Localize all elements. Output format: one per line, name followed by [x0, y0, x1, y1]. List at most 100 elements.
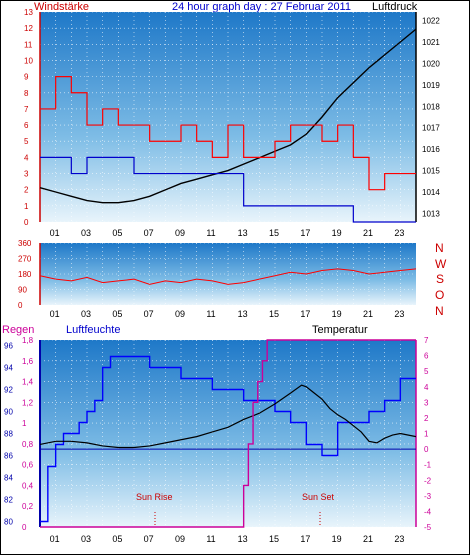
pressure-line — [39, 28, 417, 204]
x-tick-label: 19 — [332, 228, 342, 238]
direction-tick-label: 0 — [18, 301, 23, 310]
temperature-tick-label: 1 — [424, 430, 429, 439]
x-tick-label: 17 — [300, 309, 310, 319]
x-tick-label: 07 — [144, 534, 154, 544]
pressure-tick-label: 1016 — [422, 145, 440, 154]
humidity-tick-label: 86 — [4, 452, 13, 461]
pressure-tick-label: 1015 — [422, 167, 440, 176]
humidity-tick-label: 84 — [4, 474, 13, 483]
rain-tick-label: 0,4 — [22, 481, 34, 490]
compass-n-top: N — [435, 241, 444, 255]
humidity-tick-label: 88 — [4, 430, 13, 439]
temperature-tick-label: 6 — [424, 352, 429, 361]
x-tick-label: 15 — [269, 228, 279, 238]
pressure-tick-label: 1017 — [422, 124, 440, 133]
rain-tick-label: 1 — [22, 419, 27, 428]
pressure-tick-label: 1013 — [422, 209, 440, 218]
humidity-tick-label: 96 — [4, 342, 13, 351]
x-tick-label: 13 — [238, 534, 248, 544]
direction-tick-label: 90 — [18, 286, 27, 295]
wind-base-line — [40, 156, 416, 223]
compass-o: O — [435, 288, 444, 302]
humidity-tick-label: 90 — [4, 408, 13, 417]
temperature-tick-label: -2 — [424, 476, 432, 485]
x-tick-label: 03 — [81, 228, 91, 238]
temperature-tick-label: -3 — [424, 492, 432, 501]
wind-axis-title: Windstärke — [34, 1, 89, 13]
compass-n-bottom: N — [435, 304, 444, 318]
pressure-tick-label: 1019 — [422, 81, 440, 90]
x-tick-label: 07 — [144, 228, 154, 238]
temperature-tick-label: 7 — [424, 336, 429, 345]
wind-tick-label: 2 — [24, 186, 29, 195]
x-tick-label: 13 — [238, 309, 248, 319]
temperature-tick-label: 4 — [424, 383, 429, 392]
rain-tick-label: 1,6 — [22, 357, 34, 366]
wind-speed-line — [40, 76, 416, 191]
humidity-tick-label: 92 — [4, 386, 13, 395]
x-tick-label: 01 — [50, 534, 60, 544]
pressure-axis-title: Luftdruck — [372, 1, 418, 13]
wind-tick-label: 5 — [24, 137, 29, 146]
wind-tick-label: 8 — [24, 89, 29, 98]
x-tick-label: 15 — [269, 534, 279, 544]
x-tick-label: 09 — [175, 534, 185, 544]
humidity-tick-label: 82 — [4, 496, 13, 505]
wind-tick-label: 9 — [24, 73, 29, 82]
rain-tick-label: 0,8 — [22, 440, 34, 449]
rain-tick-label: 0 — [22, 523, 27, 532]
temperature-tick-label: 0 — [424, 445, 429, 454]
x-tick-label: 05 — [112, 534, 122, 544]
sunset-label: Sun Set — [302, 492, 335, 502]
pressure-tick-label: 1018 — [422, 102, 440, 111]
pressure-tick-label: 1020 — [422, 59, 440, 68]
x-tick-label: 07 — [144, 309, 154, 319]
x-tick-label: 11 — [206, 309, 215, 319]
x-tick-label: 21 — [363, 309, 373, 319]
wind-tick-label: 6 — [24, 121, 29, 130]
x-tick-label: 13 — [238, 228, 248, 238]
x-tick-label: 03 — [81, 309, 91, 319]
x-tick-label: 17 — [300, 534, 310, 544]
sunrise-label: Sun Rise — [136, 492, 173, 502]
wind-direction-line — [39, 268, 417, 285]
wind-tick-label: 4 — [24, 153, 29, 162]
compass-s: S — [436, 272, 444, 286]
humidity-tick-label: 80 — [4, 518, 13, 527]
x-tick-label: 09 — [175, 228, 185, 238]
wind-tick-label: 11 — [24, 40, 33, 49]
x-tick-label: 01 — [50, 228, 60, 238]
temperature-tick-label: 5 — [424, 367, 429, 376]
x-tick-label: 11 — [206, 228, 215, 238]
direction-tick-label: 360 — [18, 239, 32, 248]
x-tick-label: 05 — [112, 228, 122, 238]
temperature-axis-title: Temperatur — [312, 324, 368, 336]
pressure-tick-label: 1014 — [422, 188, 440, 197]
pressure-tick-label: 1021 — [422, 38, 440, 47]
humidity-tick-label: 94 — [4, 364, 13, 373]
wind-tick-label: 12 — [24, 24, 33, 33]
pressure-tick-label: 1022 — [422, 17, 440, 26]
wind-tick-label: 0 — [24, 218, 29, 227]
temperature-tick-label: -5 — [424, 523, 432, 532]
rain-tick-label: 0,2 — [22, 502, 34, 511]
humidity-line — [40, 355, 416, 523]
rain-tick-label: 1,2 — [22, 398, 34, 407]
x-tick-label: 03 — [81, 534, 91, 544]
x-tick-label: 15 — [269, 309, 279, 319]
x-tick-label: 09 — [175, 309, 185, 319]
temperature-tick-label: -4 — [424, 507, 432, 516]
x-tick-label: 23 — [394, 534, 404, 544]
temperature-tick-label: 3 — [424, 398, 429, 407]
x-tick-label: 17 — [300, 228, 310, 238]
x-tick-label: 05 — [112, 309, 122, 319]
wind-tick-label: 13 — [24, 8, 33, 17]
rain-tick-label: 1,4 — [22, 378, 34, 387]
compass-w: W — [435, 257, 447, 271]
rain-tick-label: 1,8 — [22, 336, 34, 345]
x-tick-label: 23 — [394, 309, 404, 319]
wind-tick-label: 3 — [24, 170, 29, 179]
wind-tick-label: 7 — [24, 105, 29, 114]
